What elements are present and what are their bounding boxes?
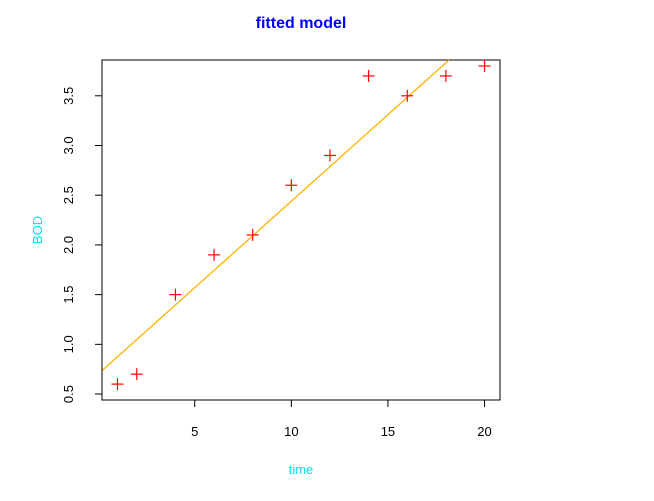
y-axis: 0.5 1.0 1.5 2.0 2.5 3.0 3.5	[61, 87, 103, 403]
y-tick-label: 1.0	[61, 335, 76, 353]
y-tick-label: 3.5	[61, 87, 76, 105]
y-tick-label: 1.5	[61, 286, 76, 304]
data-point	[285, 179, 298, 192]
fit-line-layer	[101, 59, 450, 372]
data-point	[323, 149, 336, 162]
data-point	[130, 368, 143, 381]
data-points-layer	[111, 59, 491, 391]
y-axis-label: BOD	[30, 216, 45, 244]
data-point	[439, 69, 452, 82]
data-point	[169, 288, 182, 301]
data-point	[208, 248, 221, 261]
y-tick-label: 2.5	[61, 186, 76, 204]
x-tick-label: 5	[191, 424, 198, 439]
data-point	[401, 89, 414, 102]
y-tick-label: 0.5	[61, 385, 76, 403]
fit-line	[101, 59, 450, 372]
data-point	[478, 59, 491, 72]
plot-frame	[101, 59, 501, 401]
x-tick-label: 10	[284, 424, 298, 439]
data-point	[246, 228, 259, 241]
data-point	[111, 378, 124, 391]
x-axis-label: time	[289, 462, 314, 477]
x-tick-label: 20	[477, 424, 491, 439]
chart-title: fitted model	[256, 15, 347, 32]
x-tick-label: 15	[381, 424, 395, 439]
data-point	[362, 69, 375, 82]
y-tick-label: 3.0	[61, 136, 76, 154]
y-tick-label: 2.0	[61, 236, 76, 254]
x-axis: 5 10 15 20	[191, 399, 492, 439]
